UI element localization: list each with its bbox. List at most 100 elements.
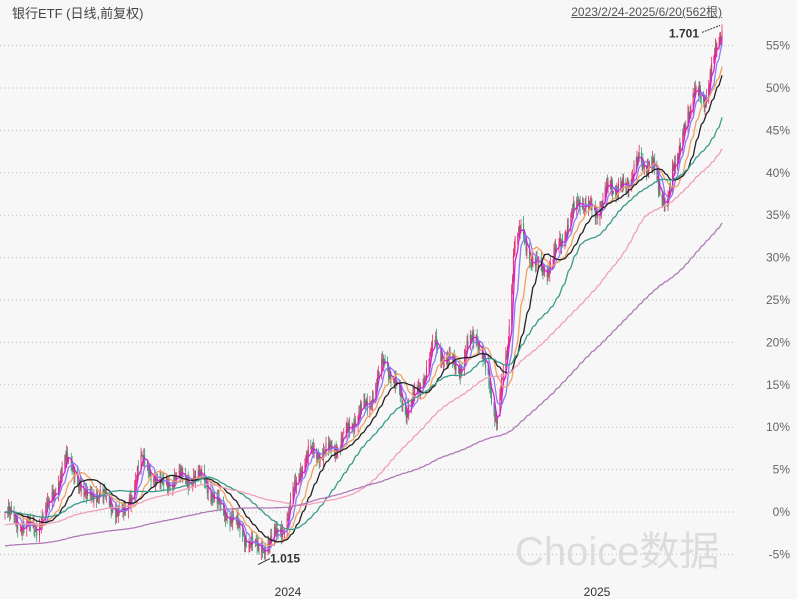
- ma30-line: [4, 75, 723, 543]
- candle: [141, 451, 143, 457]
- candle: [719, 32, 721, 45]
- candle: [235, 515, 237, 525]
- candle: [628, 180, 630, 198]
- candle: [330, 440, 332, 456]
- candle: [490, 387, 492, 406]
- candle: [13, 505, 15, 524]
- candle: [561, 233, 563, 248]
- candle: [256, 534, 258, 555]
- candle: [277, 527, 279, 540]
- candle: [620, 176, 622, 190]
- candle: [371, 389, 373, 412]
- candle: [555, 238, 557, 254]
- candle: [514, 235, 516, 256]
- candle: [4, 512, 6, 520]
- annotations: 1.701 1.015: [257, 24, 721, 566]
- candle: [229, 513, 231, 532]
- ma250-line: [4, 222, 723, 547]
- candle: [559, 230, 561, 245]
- candle: [17, 514, 19, 538]
- candle: [178, 463, 180, 476]
- candle: [607, 177, 609, 194]
- candle: [430, 347, 432, 358]
- candle: [531, 255, 533, 271]
- candle: [163, 472, 165, 492]
- candle: [187, 471, 189, 496]
- candle: [683, 124, 685, 137]
- candle: [534, 255, 536, 273]
- candle: [255, 534, 257, 546]
- y-tick-label: 20%: [766, 335, 790, 349]
- candle: [637, 156, 639, 162]
- candle: [324, 449, 326, 452]
- candle: [500, 385, 502, 401]
- gridlines: [0, 45, 735, 555]
- candle: [128, 493, 130, 507]
- y-tick-label: 55%: [766, 39, 790, 53]
- candle: [137, 460, 139, 476]
- candle: [579, 195, 581, 216]
- candle: [585, 195, 587, 212]
- candle: [174, 468, 176, 490]
- candle: [469, 329, 471, 351]
- y-tick-label: 5%: [773, 463, 791, 477]
- candle: [301, 465, 303, 478]
- candle: [298, 473, 300, 486]
- candle: [606, 174, 608, 190]
- candle: [64, 454, 66, 471]
- candle: [517, 232, 519, 245]
- date-range-link[interactable]: 2023/2/24-2025/6/20(562根): [571, 5, 722, 19]
- candle: [77, 480, 79, 494]
- candle: [377, 365, 379, 379]
- ma5-line: [4, 38, 723, 552]
- candle: [42, 512, 44, 521]
- candle: [690, 103, 692, 119]
- candle: [599, 201, 601, 226]
- candle: [699, 81, 701, 97]
- candles: [4, 24, 723, 562]
- candle: [224, 510, 226, 528]
- candle: [181, 464, 183, 477]
- watermark: Choice数据: [515, 530, 720, 574]
- y-tick-label: -5%: [769, 547, 791, 561]
- candle: [594, 200, 596, 225]
- candle: [103, 488, 105, 505]
- candle: [97, 489, 99, 503]
- candle: [404, 397, 406, 416]
- candle: [343, 428, 345, 434]
- candle: [65, 450, 67, 465]
- candle: [496, 416, 498, 431]
- candle: [458, 363, 460, 380]
- candle: [708, 79, 710, 104]
- y-tick-label: 25%: [766, 293, 790, 307]
- candle: [673, 163, 675, 172]
- candle: [485, 352, 487, 376]
- candle: [558, 237, 560, 253]
- candle: [182, 466, 184, 484]
- candle: [573, 200, 575, 211]
- candle: [524, 237, 526, 244]
- candle: [431, 341, 433, 356]
- candle: [494, 404, 496, 427]
- ma20-line: [4, 66, 723, 547]
- candle: [436, 328, 438, 353]
- candle: [175, 472, 177, 487]
- candle: [359, 404, 361, 416]
- candle: [663, 192, 665, 213]
- candle: [231, 510, 233, 528]
- candle: [193, 468, 195, 488]
- y-tick-label: 30%: [766, 251, 790, 265]
- candle: [106, 489, 108, 503]
- candle: [67, 458, 69, 465]
- candle: [493, 401, 495, 417]
- candle: [286, 511, 288, 540]
- candle: [264, 542, 266, 562]
- candle: [360, 399, 362, 421]
- max-arrow-icon: [701, 24, 721, 33]
- y-tick-label: 0%: [773, 505, 791, 519]
- candle: [512, 274, 514, 295]
- candle: [651, 155, 653, 172]
- candle: [697, 86, 699, 97]
- candle: [448, 347, 450, 365]
